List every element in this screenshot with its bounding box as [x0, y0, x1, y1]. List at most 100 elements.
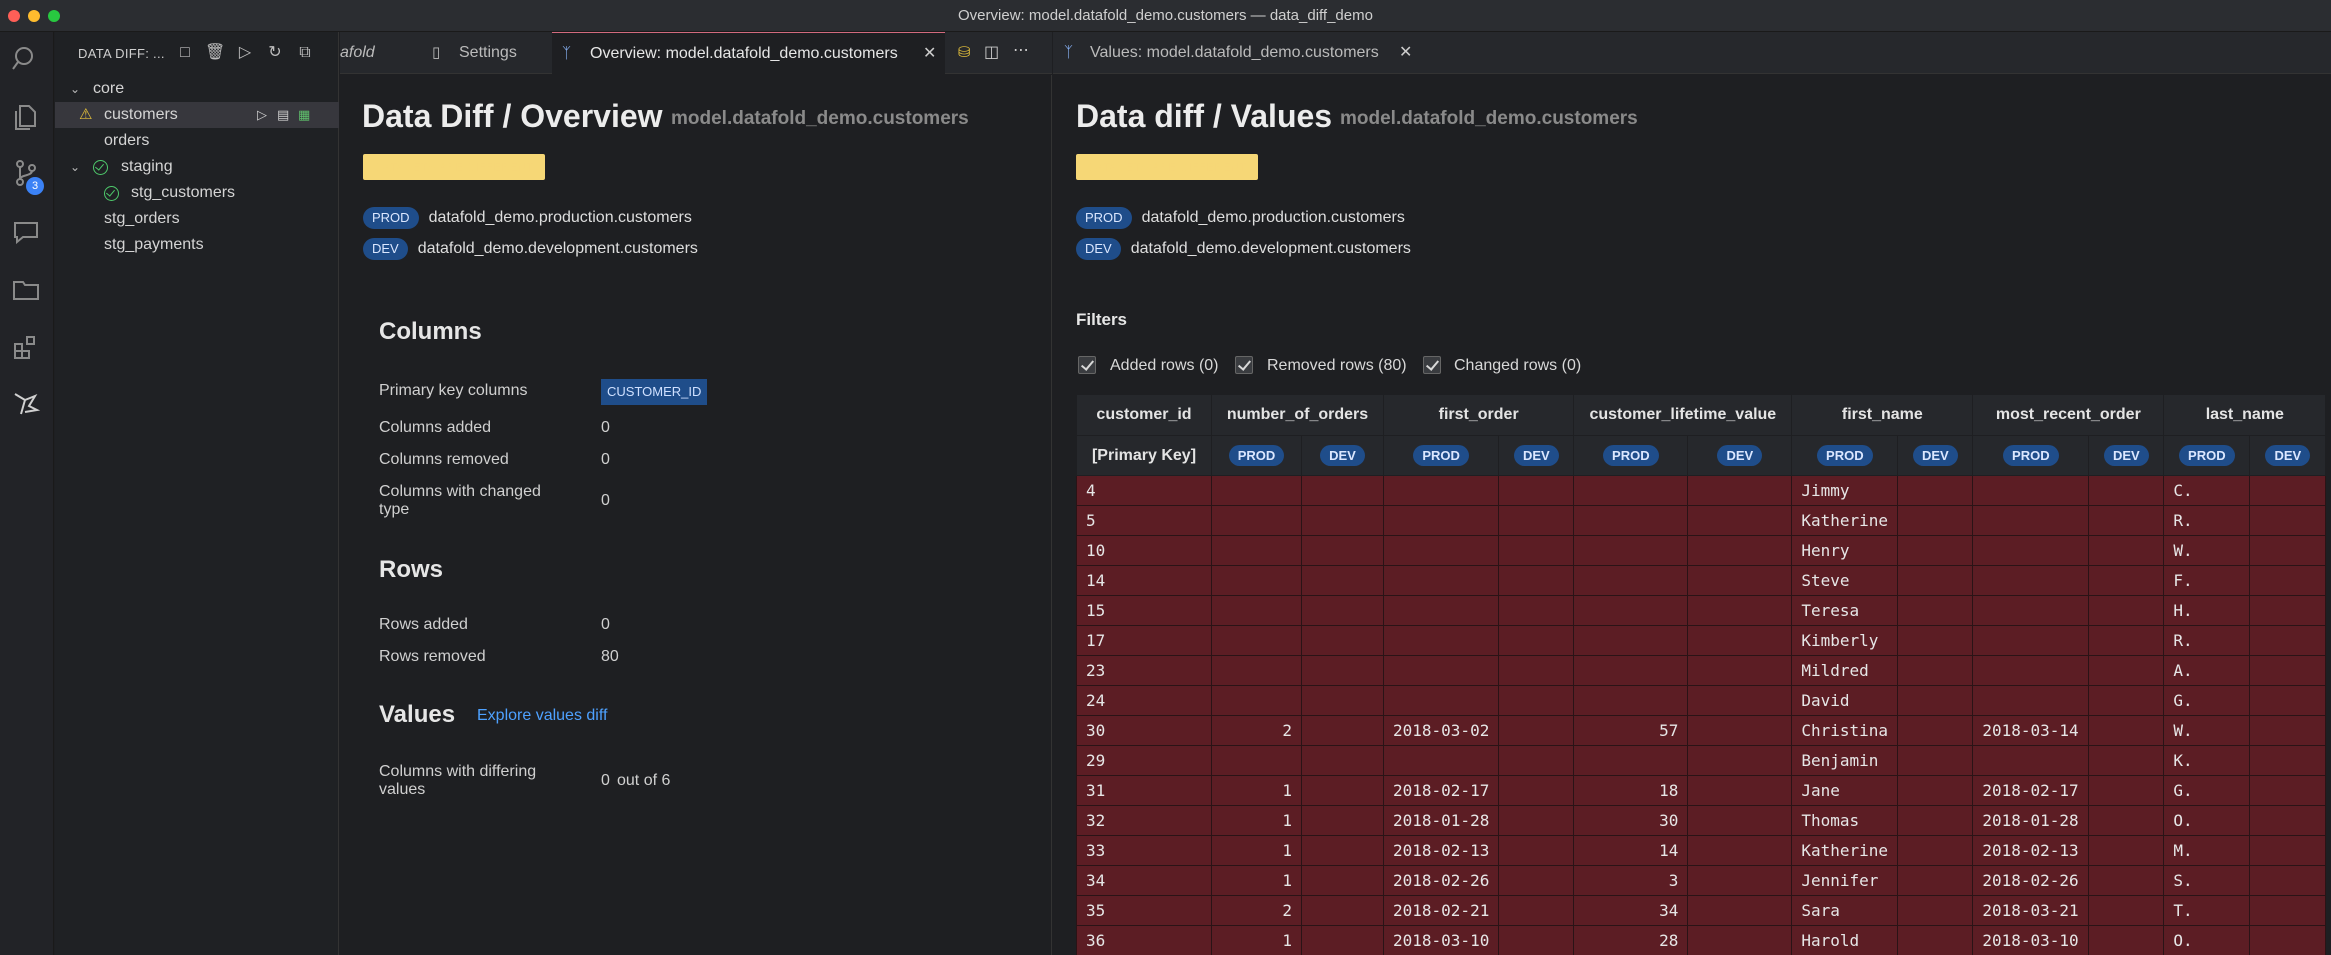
warning-icon: ⚠ [79, 106, 93, 123]
file-icon[interactable]: ▤ [277, 107, 290, 122]
table-row[interactable]: 17 Kimberly R. [1076, 625, 2327, 656]
column-header-customer-lifetime-value[interactable]: customer_lifetime_value [1573, 394, 1793, 436]
prod-column-header: PROD [1382, 435, 1500, 476]
customer-id-cell: 35 [1076, 895, 1212, 926]
prod-value-cell: 1 [1211, 775, 1302, 806]
table-row[interactable]: 4 Jimmy C. [1076, 475, 2327, 506]
table-row[interactable]: 31 1 2018-02-17 18 Jane 2018-02-17 G. [1076, 775, 2327, 806]
table-row[interactable]: 34 1 2018-02-26 3 Jennifer 2018-02-26 S. [1076, 865, 2327, 896]
table-row[interactable]: 32 1 2018-01-28 30 Thomas 2018-01-28 O. [1076, 805, 2327, 836]
rows-added-label: Rows added [379, 616, 468, 633]
prod-pill: PROD [1817, 445, 1873, 466]
tab-datafold[interactable]: afold [340, 32, 420, 74]
tree-item-core[interactable]: ⌄ core [55, 76, 339, 102]
window-title: Overview: model.datafold_demo.customers … [958, 7, 1373, 24]
columns-removed-value: 0 [601, 451, 610, 468]
column-header-first-order[interactable]: first_order [1382, 394, 1575, 436]
customer-id-cell: 36 [1076, 925, 1212, 955]
prod-value-cell [1211, 565, 1302, 596]
explorer-files-icon[interactable] [11, 102, 41, 132]
search-icon[interactable] [11, 44, 41, 74]
changed-rows-checkbox[interactable] [1423, 356, 1441, 374]
table-row[interactable]: 5 Katherine R. [1076, 505, 2327, 536]
trash-icon[interactable]: 🗑 [205, 44, 226, 61]
model-name: model.datafold_demo.customers [1340, 108, 1638, 129]
prod-value-cell: W. [2163, 535, 2251, 566]
dev-value-cell [1498, 565, 1575, 596]
prod-value-cell: F. [2163, 565, 2251, 596]
table-row[interactable]: 36 1 2018-03-10 28 Harold 2018-03-10 O. [1076, 925, 2327, 955]
prod-value-cell [1211, 535, 1302, 566]
dev-pill: DEV [2103, 445, 2149, 466]
removed-rows-checkbox[interactable] [1235, 356, 1253, 374]
tree-item-orders[interactable]: orders [55, 128, 339, 154]
columns-changed-label: Columns with changed type [379, 483, 541, 518]
file-icon: ▯ [432, 44, 441, 61]
prod-value-cell [1382, 595, 1500, 626]
tree-item-stg-payments[interactable]: stg_payments [55, 232, 339, 258]
close-icon[interactable]: ✕ [1399, 44, 1413, 61]
values-table: customer_id number_of_orders first_order… [1076, 394, 2327, 955]
table-row[interactable]: 15 Teresa H. [1076, 595, 2327, 626]
tab-label: Values: model.datafold_demo.customers [1090, 44, 1379, 61]
dev-column-header: DEV [2249, 435, 2327, 476]
tree-item-stg-customers[interactable]: stg_customers [55, 180, 339, 206]
prod-pill: PROD [1228, 445, 1285, 466]
column-header-customer-id[interactable]: customer_id [1076, 394, 1212, 436]
column-header-first-name[interactable]: first_name [1791, 394, 1974, 436]
prod-value-cell: Mildred [1791, 655, 1899, 686]
tree-label: core [93, 80, 125, 97]
close-window-button[interactable] [8, 10, 20, 22]
split-editor-icon[interactable]: ◫ [984, 44, 1000, 61]
tab-settings[interactable]: ▯ Settings [420, 32, 552, 74]
minimize-window-button[interactable] [28, 10, 40, 22]
explore-values-link[interactable]: Explore values diff [477, 707, 608, 724]
tree-label: staging [121, 158, 173, 175]
dev-value-cell [1301, 595, 1384, 626]
dev-value-cell [2249, 505, 2327, 536]
tree-item-customers[interactable]: ⚠ customers ▷ ▤ ▦ [55, 102, 339, 128]
column-header-number-of-orders[interactable]: number_of_orders [1211, 394, 1384, 436]
tab-overview[interactable]: ᛉ Overview: model.datafold_demo.customer… [552, 32, 945, 74]
tree-item-staging[interactable]: ⌄ staging [55, 154, 339, 180]
play-icon[interactable]: ▷ [257, 107, 267, 122]
table-row[interactable]: 30 2 2018-03-02 57 Christina 2018-03-14 W. [1076, 715, 2327, 746]
column-header-last-name[interactable]: last_name [2163, 394, 2327, 436]
table-row[interactable]: 35 2 2018-02-21 34 Sara 2018-03-21 T. [1076, 895, 2327, 926]
prod-column-header: PROD [1573, 435, 1689, 476]
table-row[interactable]: 29 Benjamin K. [1076, 745, 2327, 776]
dev-column-header: DEV [1301, 435, 1384, 476]
table-row[interactable]: 10 Henry W. [1076, 535, 2327, 566]
table-row[interactable]: 24 David G. [1076, 685, 2327, 716]
collapse-all-icon[interactable]: ⧉ [299, 44, 311, 61]
differing-values-label: Columns with differing values [379, 763, 537, 798]
diff-icon[interactable]: ▦ [298, 107, 311, 122]
table-row[interactable]: 14 Steve F. [1076, 565, 2327, 596]
run-icon[interactable]: ▷ [238, 44, 252, 61]
prod-value-cell: W. [2163, 715, 2251, 746]
dev-value-cell [1301, 565, 1384, 596]
close-icon[interactable]: ✕ [923, 45, 937, 62]
customer-id-cell: 31 [1076, 775, 1212, 806]
table-row[interactable]: 33 1 2018-02-13 14 Katherine 2018-02-13 M. [1076, 835, 2327, 866]
table-row[interactable]: 23 Mildred A. [1076, 655, 2327, 686]
chat-icon[interactable] [11, 217, 41, 247]
source-control-icon[interactable] [11, 158, 41, 188]
added-rows-checkbox[interactable] [1078, 356, 1096, 374]
prod-pill: PROD [1076, 207, 1132, 229]
datafold-icon[interactable] [11, 390, 41, 420]
refresh-icon[interactable]: ↻ [268, 44, 282, 61]
tree-item-stg-orders[interactable]: stg_orders [55, 206, 339, 232]
folder-icon[interactable] [11, 275, 41, 305]
dev-value-cell [1301, 655, 1384, 686]
zoom-window-button[interactable] [48, 10, 60, 22]
more-actions-icon[interactable]: ⋯ [1013, 42, 1029, 59]
database-icon[interactable]: ⛁ [958, 44, 971, 61]
stop-icon[interactable]: □ [180, 44, 190, 61]
extensions-icon[interactable] [11, 332, 41, 362]
tab-label: Overview: model.datafold_demo.customers [590, 45, 898, 62]
tab-values[interactable]: ᛉ Values: model.datafold_demo.customers … [1053, 32, 1420, 74]
prod-value-cell [1573, 565, 1689, 596]
prod-value-cell [1972, 655, 2090, 686]
column-header-most-recent-order[interactable]: most_recent_order [1972, 394, 2165, 436]
